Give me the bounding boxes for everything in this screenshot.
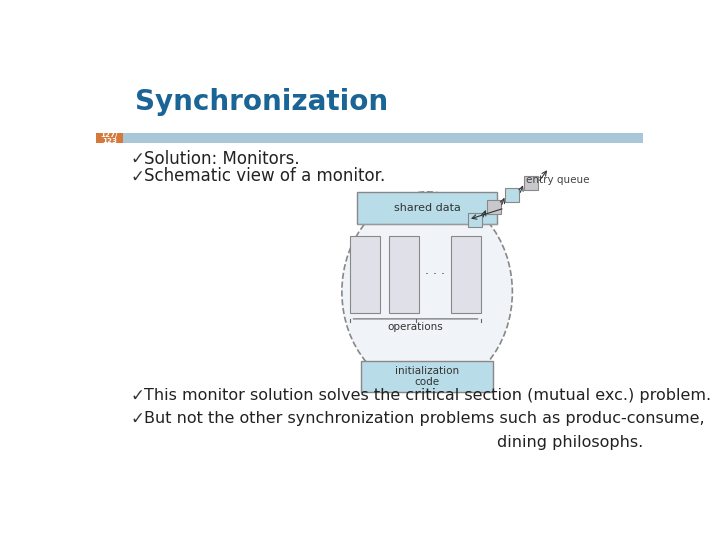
Text: dining philosophs.: dining philosophs. <box>497 435 644 450</box>
Text: Solution: Monitors.: Solution: Monitors. <box>144 150 300 168</box>
FancyBboxPatch shape <box>389 236 418 313</box>
FancyBboxPatch shape <box>487 200 500 214</box>
Text: operations: operations <box>387 322 444 332</box>
FancyBboxPatch shape <box>505 188 519 202</box>
Text: ✓: ✓ <box>130 167 144 185</box>
FancyBboxPatch shape <box>451 236 481 313</box>
Text: ✓: ✓ <box>130 387 144 405</box>
Text: shared data: shared data <box>394 203 461 213</box>
Text: ✓: ✓ <box>130 150 144 168</box>
FancyBboxPatch shape <box>357 192 497 224</box>
FancyBboxPatch shape <box>351 236 380 313</box>
Text: 127/
123: 127/ 123 <box>101 132 118 144</box>
Text: entry queue: entry queue <box>526 174 589 185</box>
Text: This monitor solution solves the critical section (mutual exc.) problem.: This monitor solution solves the critica… <box>144 388 711 403</box>
Text: Schematic view of a monitor.: Schematic view of a monitor. <box>144 167 385 185</box>
FancyBboxPatch shape <box>122 132 644 143</box>
Text: ✓: ✓ <box>130 410 144 428</box>
Text: initialization
code: initialization code <box>395 366 459 388</box>
Text: Synchronization: Synchronization <box>135 88 388 116</box>
FancyBboxPatch shape <box>524 176 538 190</box>
Ellipse shape <box>342 192 513 392</box>
Text: · · ·: · · · <box>425 268 445 281</box>
FancyBboxPatch shape <box>96 132 122 143</box>
FancyBboxPatch shape <box>468 213 482 226</box>
FancyBboxPatch shape <box>361 361 493 392</box>
Text: But not the other synchronization problems such as produc-consume,: But not the other synchronization proble… <box>144 411 705 427</box>
